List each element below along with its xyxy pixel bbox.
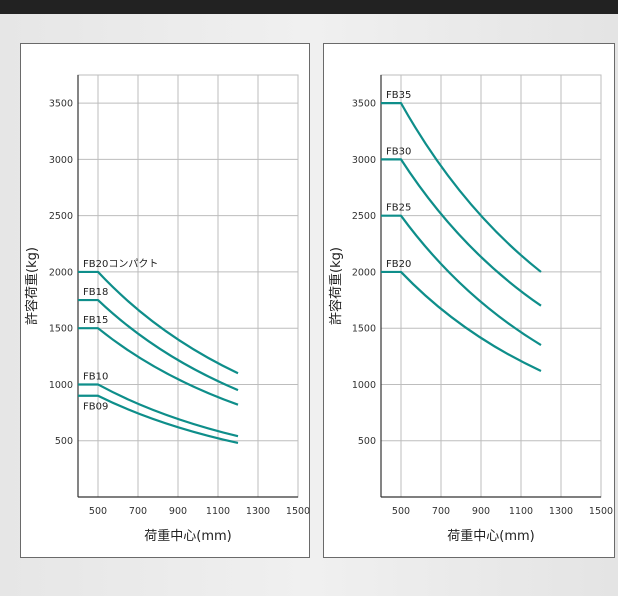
right-y-tick-label: 2000 — [352, 267, 376, 278]
left-x-tick-label: 1500 — [286, 506, 310, 517]
chart-panel-left — [20, 43, 310, 558]
left-y-tick-label: 2000 — [49, 267, 73, 278]
right-y-tick-label: 1500 — [352, 324, 376, 335]
left-series-label: FB18 — [83, 287, 108, 298]
top-bar — [0, 0, 618, 14]
right-x-tick-label: 500 — [392, 506, 410, 517]
left-series-line-FB20コンパクト — [78, 270, 239, 375]
right-series-line-FB20 — [381, 270, 542, 372]
left-y-tick-label: 3000 — [49, 155, 73, 166]
left-series-line-FB18 — [78, 298, 239, 392]
left-y-tick-label: 3500 — [49, 99, 73, 110]
right-x-axis-title: 荷重中心(mm) — [447, 528, 534, 544]
left-x-tick-label: 700 — [129, 506, 147, 517]
left-series-label: FB10 — [83, 371, 108, 382]
left-x-tick-label: 1300 — [246, 506, 270, 517]
right-x-tick-label: 900 — [472, 506, 490, 517]
left-series-line-FB10 — [78, 383, 239, 438]
left-x-tick-label: 1100 — [206, 506, 230, 517]
right-y-axis-title: 許容荷重(kg) — [328, 247, 344, 325]
right-y-tick-label: 500 — [358, 436, 376, 447]
left-series-label: FB20コンパクト — [83, 258, 158, 270]
right-series-line-FB35 — [381, 102, 542, 273]
right-series-label: FB35 — [386, 90, 411, 101]
right-series-line-FB25 — [381, 214, 542, 347]
right-y-tick-label: 3500 — [352, 99, 376, 110]
left-y-axis-title: 許容荷重(kg) — [24, 247, 40, 325]
chart-panel-right — [323, 43, 615, 558]
left-y-tick-label: 1000 — [49, 380, 73, 391]
right-x-tick-label: 700 — [432, 506, 450, 517]
right-series-label: FB20 — [386, 259, 411, 270]
left-x-tick-label: 500 — [89, 506, 107, 517]
right-series-label: FB25 — [386, 203, 411, 214]
left-series-label: FB09 — [83, 402, 108, 413]
right-series-label: FB30 — [386, 146, 411, 157]
left-y-tick-label: 500 — [55, 436, 73, 447]
right-y-tick-label: 3000 — [352, 155, 376, 166]
right-x-tick-label: 1100 — [509, 506, 533, 517]
left-x-axis-title: 荷重中心(mm) — [144, 528, 231, 544]
left-y-tick-label: 2500 — [49, 211, 73, 222]
right-x-tick-label: 1300 — [549, 506, 573, 517]
right-y-tick-label: 1000 — [352, 380, 376, 391]
right-series-line-FB30 — [381, 158, 542, 307]
right-x-tick-label: 1500 — [589, 506, 613, 517]
left-x-tick-label: 900 — [169, 506, 187, 517]
left-y-tick-label: 1500 — [49, 324, 73, 335]
left-series-label: FB15 — [83, 315, 108, 326]
right-y-tick-label: 2500 — [352, 211, 376, 222]
left-series-line-FB09 — [78, 394, 239, 445]
left-series-line-FB15 — [78, 327, 239, 406]
